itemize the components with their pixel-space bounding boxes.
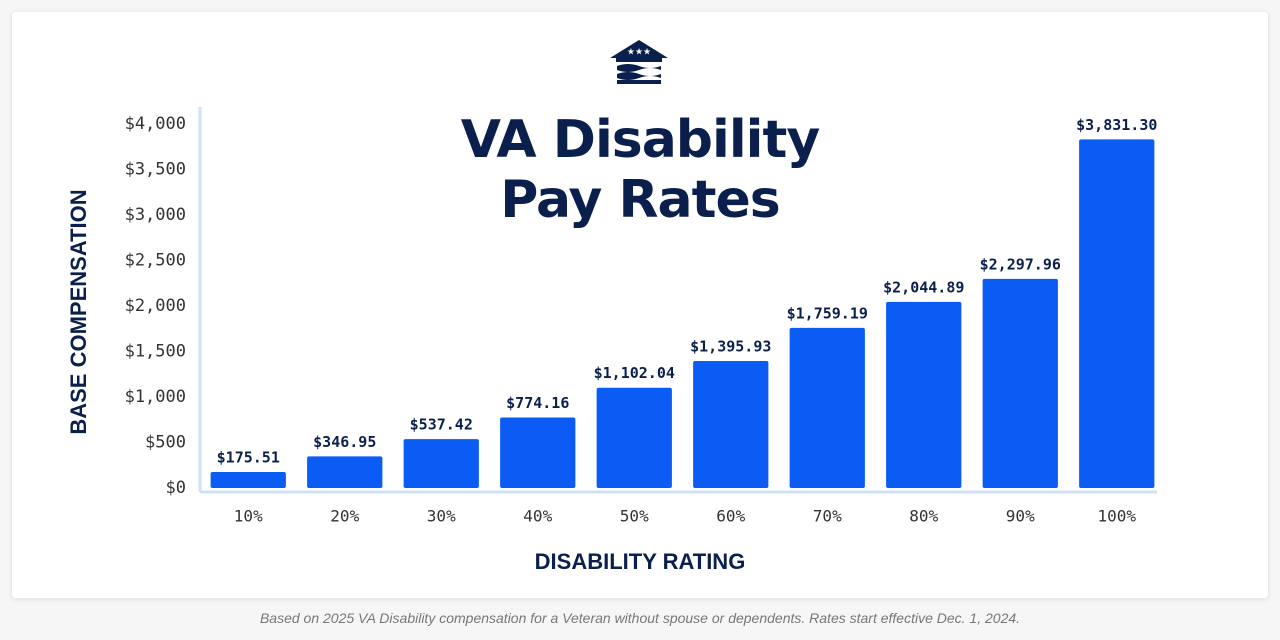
y-tick-label: $3,000 (125, 205, 186, 225)
card (12, 12, 1268, 598)
bar (982, 278, 1058, 488)
bar (403, 439, 479, 488)
value-label: $2,297.96 (980, 255, 1061, 273)
logo: ★★★ (610, 40, 668, 84)
value-label: $3,831.30 (1076, 116, 1157, 134)
x-tick-label: 100% (1097, 507, 1136, 526)
bar (693, 360, 769, 488)
y-axis-title: BASE COMPENSATION (66, 189, 91, 434)
y-tick-label: $500 (145, 433, 186, 453)
value-label: $1,102.04 (594, 364, 675, 382)
x-tick-label: 90% (1006, 507, 1035, 526)
x-tick-label: 10% (234, 507, 263, 526)
value-label: $1,759.19 (787, 304, 868, 322)
value-label: $537.42 (410, 416, 473, 434)
y-tick-label: $1,000 (125, 387, 186, 407)
x-tick-label: 70% (813, 507, 842, 526)
bar (307, 456, 383, 488)
value-label: $2,044.89 (883, 278, 964, 296)
value-label: $175.51 (217, 449, 280, 467)
svg-text:★★★: ★★★ (627, 46, 651, 56)
caption: Based on 2025 VA Disability compensation… (259, 610, 1021, 626)
chart-title: VA Disability Pay Rates (460, 110, 821, 230)
x-tick-label: 80% (909, 507, 938, 526)
x-tick-label: 50% (620, 507, 649, 526)
bar (596, 387, 672, 488)
value-label: $774.16 (506, 394, 569, 412)
bar (210, 472, 286, 488)
bar (500, 417, 576, 488)
bar (789, 327, 865, 488)
value-label: $346.95 (313, 433, 376, 451)
x-tick-label: 60% (716, 507, 745, 526)
bar (1079, 139, 1155, 489)
x-axis-title: DISABILITY RATING (535, 549, 746, 574)
y-tick-label: $2,000 (125, 296, 186, 316)
x-tick-label: 40% (523, 507, 552, 526)
x-tick-label: 20% (330, 507, 359, 526)
value-label: $1,395.93 (690, 337, 771, 355)
y-tick-label: $2,500 (125, 251, 186, 271)
y-tick-label: $1,500 (125, 342, 186, 362)
y-tick-label: $4,000 (125, 114, 186, 134)
x-tick-label: 30% (427, 507, 456, 526)
y-tick-label: $0 (166, 478, 186, 498)
y-tick-label: $3,500 (125, 160, 186, 180)
bar (886, 301, 962, 488)
